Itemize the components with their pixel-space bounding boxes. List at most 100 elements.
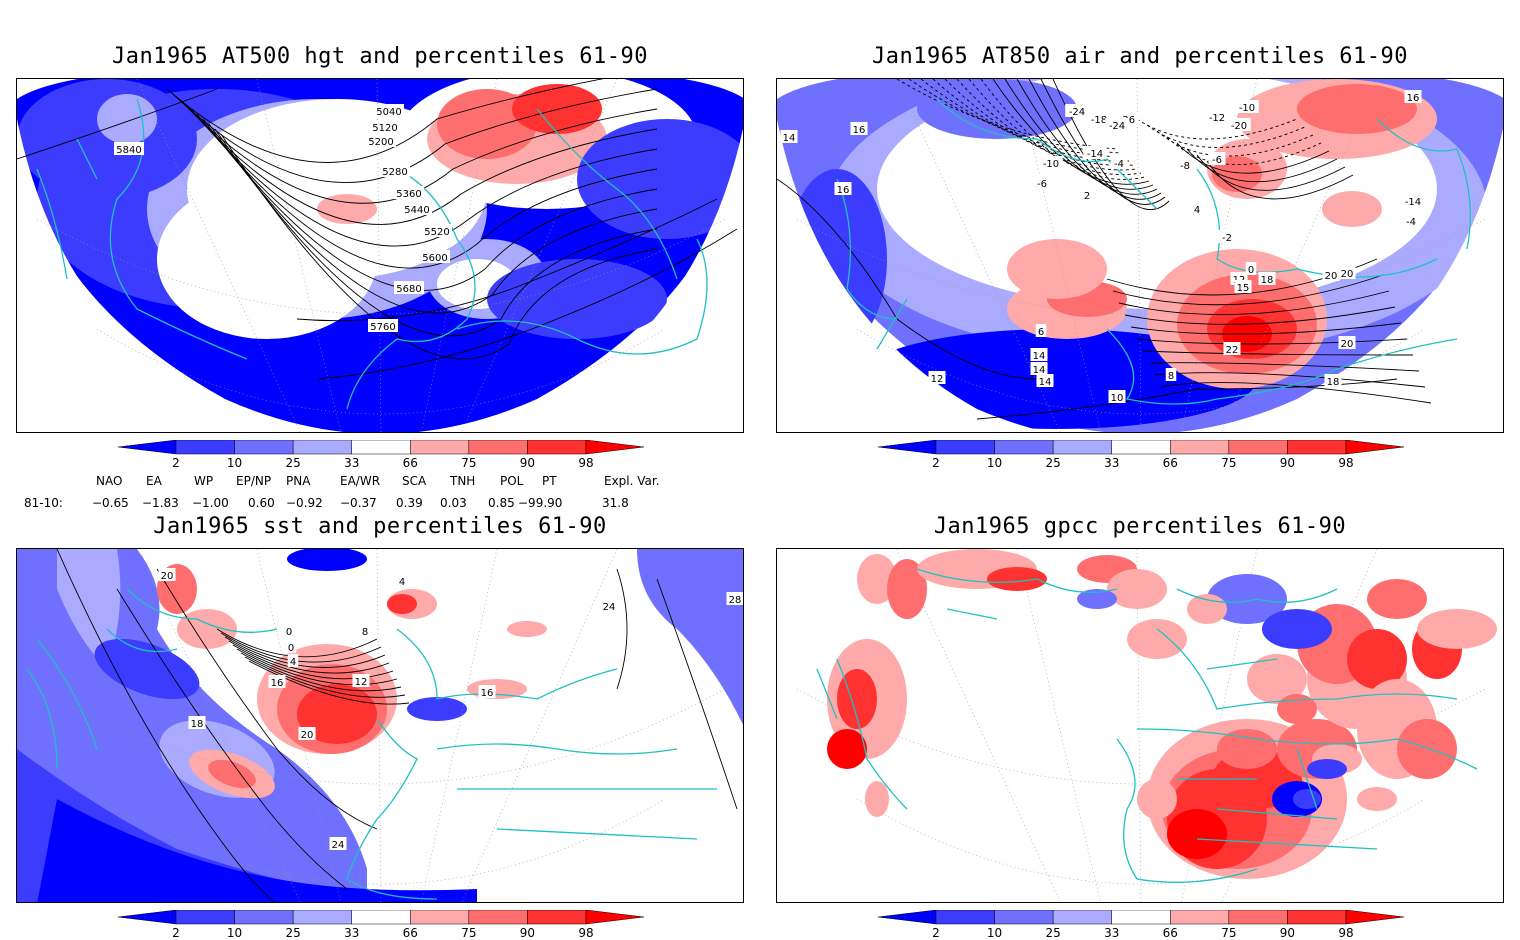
colorbar-tick-label: 98 <box>578 456 594 470</box>
contour-label-bg <box>188 716 206 729</box>
contour-label-bg <box>1245 262 1257 275</box>
colorbar-tick-label: 2 <box>932 456 940 470</box>
percentile-area <box>1007 239 1107 299</box>
coastline <box>816 658 908 810</box>
colorbar-segment <box>1170 910 1230 925</box>
projection-outside <box>17 79 743 432</box>
percentile-area <box>208 759 256 789</box>
colorbar-tick-label: 98 <box>1338 456 1354 470</box>
contour-label: 4 <box>399 577 405 588</box>
contour-label: -2 <box>1222 233 1232 244</box>
percentile-patch <box>1307 759 1347 779</box>
contour-label-bg <box>1105 118 1129 131</box>
contour-label: 16 <box>837 185 850 196</box>
contour-line <box>202 118 658 291</box>
contour-line <box>232 644 394 680</box>
contour-label: -14 <box>1405 197 1421 208</box>
contour-label-bg <box>1338 336 1356 349</box>
contour-label-bg <box>1208 152 1226 165</box>
colorbar-4: 2 10 25 33 66 75 90 98 <box>878 910 1404 940</box>
colorbar-arrow-low <box>118 910 177 925</box>
contour-label: 24 <box>603 602 616 613</box>
colorbar-tick-label: 66 <box>1162 926 1178 940</box>
panel-title-air: Jan1965 AT850 air and percentiles 61-90 <box>871 44 1409 69</box>
contour-label: -24 <box>1109 121 1125 132</box>
contour-label: 18 <box>1327 377 1340 388</box>
contour-label-bg <box>1338 266 1356 279</box>
panel-title-gpcc: Jan1965 gpcc percentiles 61-90 <box>933 514 1347 539</box>
colorbar-segment <box>468 910 528 925</box>
contour-label-bg <box>1404 90 1422 103</box>
contour-label: -20 <box>1231 121 1247 132</box>
percentile-area <box>94 638 200 700</box>
contour-label-bg <box>780 130 798 143</box>
contour-label: 28 <box>729 595 742 606</box>
contour-label: -14 <box>1087 149 1103 160</box>
contour-line <box>236 648 398 686</box>
percentile-patch <box>837 669 877 729</box>
colorbar-segment <box>527 910 587 925</box>
percentile-patch <box>887 559 927 619</box>
contour-line <box>1136 338 1408 345</box>
colorbar-arrow-low <box>878 440 937 455</box>
panel-title-hgt: Jan1965 AT500 hgt and percentiles 61-90 <box>111 44 649 69</box>
contour-label-bg <box>394 281 424 294</box>
contour-label-bg <box>600 599 618 612</box>
contour-label: 5120 <box>372 123 397 134</box>
colorbar-segment <box>1052 440 1112 455</box>
graticule-line <box>36 218 726 315</box>
colorbar-tick-label: 98 <box>578 926 594 940</box>
contour-label: -10 <box>1239 103 1255 114</box>
graticule-line <box>856 798 1426 885</box>
colorbar-segment <box>175 910 235 925</box>
percentile-area <box>1297 84 1417 134</box>
percentile-patch <box>1277 694 1317 724</box>
colorbar-tick-label: 75 <box>461 926 477 940</box>
percentile-area <box>157 179 377 339</box>
colorbar-tick-label: 66 <box>402 456 418 470</box>
graticule-line <box>461 549 618 902</box>
coastline <box>456 238 708 355</box>
colorbar-segment <box>292 440 352 455</box>
contour-line <box>1118 290 1390 315</box>
contour-line <box>1136 118 1298 140</box>
percentile-area <box>177 609 237 649</box>
percentile-patch <box>1127 619 1187 659</box>
contour-label: 16 <box>853 125 866 136</box>
contour-label: 15 <box>1237 283 1250 294</box>
contour-label: 16 <box>481 688 494 699</box>
percentile-area <box>387 594 417 614</box>
contour-label-bg <box>928 371 946 384</box>
graticule-line <box>1016 549 1101 902</box>
map-sst: 20 0 0 4 8 12 16 18 20 24 4 16 24 28 <box>16 548 744 903</box>
graticule-line <box>1181 79 1258 432</box>
contour-label-bg <box>1108 390 1126 403</box>
contour-line <box>56 549 276 902</box>
contour-label: 12 <box>931 374 944 385</box>
index-header: WP <box>194 474 214 488</box>
index-value: 0.03 <box>440 496 467 510</box>
coastline <box>1116 738 1258 883</box>
graticule-line <box>256 79 341 432</box>
contour-label: 14 <box>1033 351 1046 362</box>
coastline <box>916 568 1118 620</box>
colorbar-segment <box>1111 440 1171 455</box>
contour-line <box>1130 322 1402 335</box>
contour-label: 0 <box>288 643 294 654</box>
percentile-area <box>287 549 367 571</box>
contour-line <box>166 79 604 163</box>
contour-label-bg <box>1235 100 1259 113</box>
colorbar-segment <box>994 440 1054 455</box>
colorbar-tick-label: 98 <box>1338 926 1354 940</box>
colorbar-segment <box>351 910 411 925</box>
contour-line <box>1166 136 1322 165</box>
colorbar-segment <box>175 440 235 455</box>
contour-label-bg <box>359 624 371 637</box>
percentile-area <box>487 259 667 339</box>
contour-label: 14 <box>1033 365 1046 376</box>
index-value: 0.85 <box>488 496 515 510</box>
contour-line <box>184 103 658 225</box>
contour-line <box>1154 372 1426 388</box>
contour-line <box>656 578 738 810</box>
percentile-area <box>97 94 157 144</box>
